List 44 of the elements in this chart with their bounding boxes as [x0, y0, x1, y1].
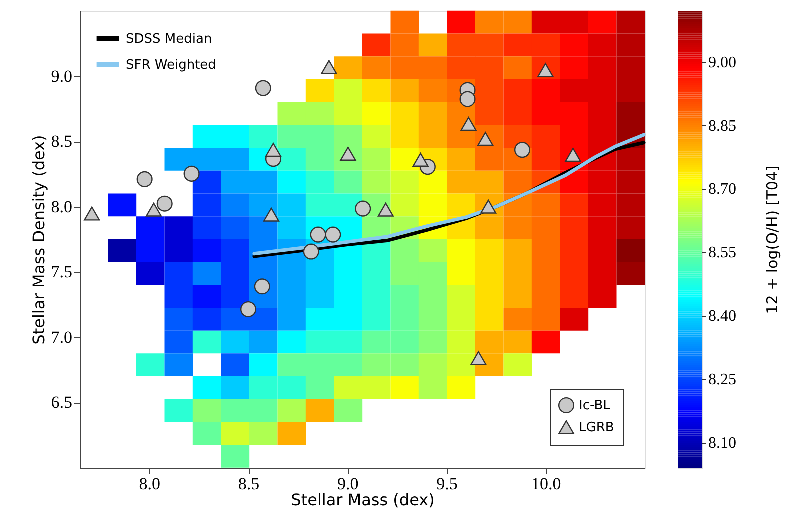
point	[255, 80, 272, 96]
legend-label: LGRB	[579, 420, 614, 436]
y-tick-label: 8.0	[51, 197, 72, 216]
point	[514, 142, 530, 158]
y-tick-label: 9.0	[51, 66, 72, 86]
color-bar-label: 8.40	[708, 308, 736, 326]
point	[263, 208, 280, 222]
color-bar-label: 9.00	[708, 54, 736, 72]
point	[265, 143, 282, 158]
y-tick-label: 7.0	[51, 328, 72, 347]
point	[325, 226, 342, 243]
point	[470, 351, 487, 366]
y-axis-title: Stellar Mass Density (dex)	[29, 135, 48, 345]
point	[303, 244, 320, 260]
x-tick-label: 9.5	[436, 474, 458, 494]
color-bar-label: 8.70	[708, 181, 736, 198]
point	[321, 60, 338, 74]
x-tick-label: 8.0	[139, 474, 161, 494]
x-tick-label: 9.0	[338, 474, 359, 494]
x-axis-title: Stellar Mass (dex)	[291, 490, 435, 510]
y-tick-label: 6.5	[51, 393, 72, 412]
y-tick-label: 7.5	[51, 262, 72, 282]
point	[184, 166, 200, 182]
point	[355, 200, 372, 217]
point	[146, 202, 162, 217]
point	[240, 301, 257, 318]
legend-label: SDSS Median	[126, 32, 212, 47]
point	[254, 278, 270, 295]
color-bar-label: 8.55	[708, 244, 736, 262]
color-bar-label: 8.25	[708, 372, 736, 389]
legend-label: SFR Weighted	[126, 58, 216, 73]
color-bar-label: 8.85	[708, 118, 736, 135]
point	[460, 117, 477, 132]
x-tick-label: 8.5	[238, 474, 260, 494]
point	[156, 196, 173, 212]
y-tick-label: 8.5	[51, 132, 72, 152]
color-bar-title: 12 + log(O/H) [T04]	[764, 166, 782, 314]
color-bar-label: 8.10	[708, 435, 736, 452]
point	[136, 171, 153, 188]
legend-label: Ic-BL	[579, 398, 612, 414]
point	[378, 202, 394, 217]
point	[84, 206, 100, 221]
point	[412, 152, 429, 168]
x-tick-label: 10.0	[532, 474, 562, 494]
